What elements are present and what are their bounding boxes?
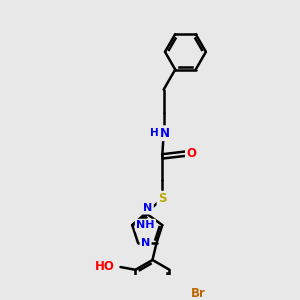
Text: N: N xyxy=(160,127,170,140)
Text: HO: HO xyxy=(94,260,115,273)
Text: S: S xyxy=(158,192,166,205)
Text: Br: Br xyxy=(191,287,206,300)
Text: NH: NH xyxy=(136,220,155,230)
Text: N: N xyxy=(141,238,150,248)
Text: H: H xyxy=(150,128,158,138)
Text: N: N xyxy=(143,203,152,213)
Text: O: O xyxy=(186,147,197,160)
